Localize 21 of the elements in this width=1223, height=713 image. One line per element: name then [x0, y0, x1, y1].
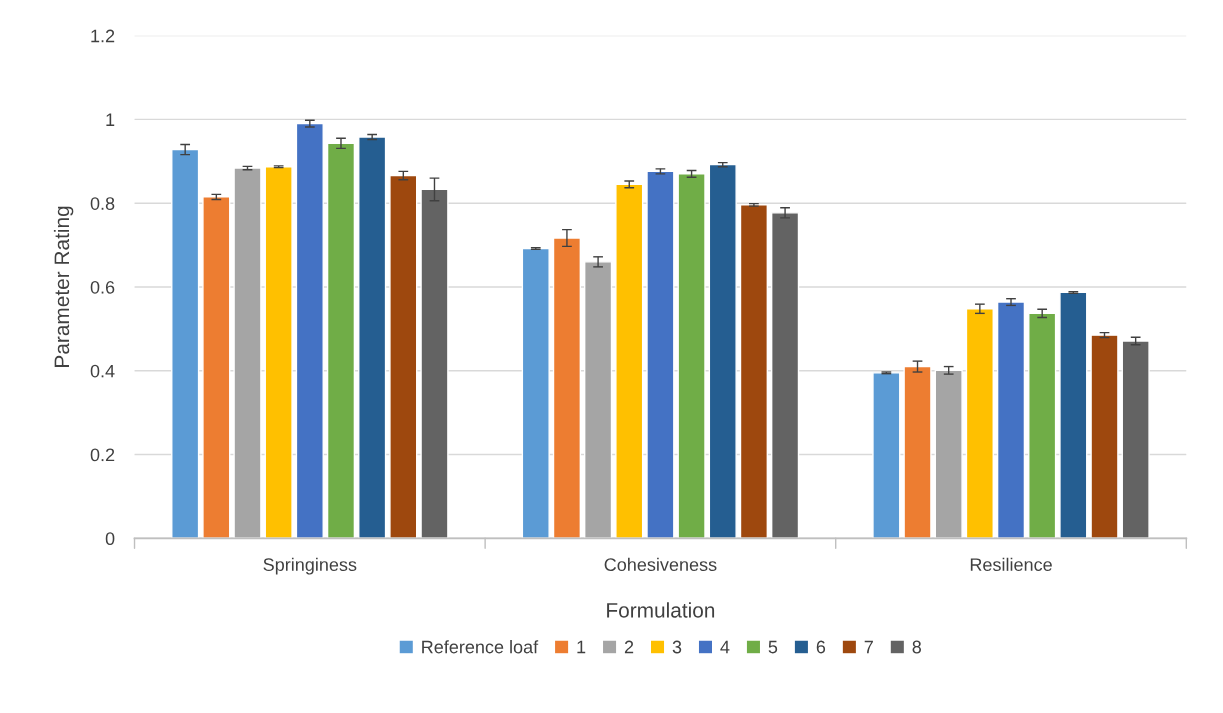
legend-label: 6 [816, 640, 826, 654]
legend-label: Reference loaf [422, 640, 539, 654]
legend-label: 7 [864, 640, 873, 654]
legend-label: 4 [720, 640, 730, 654]
y-tick-label: 1 [106, 113, 115, 126]
x-tick-label: Springiness [263, 557, 357, 575]
y-tick-label: 0 [105, 532, 115, 546]
legend-label: 8 [912, 640, 922, 654]
y-tick-label: 0.2 [90, 448, 115, 462]
y-tick-label: 0.6 [90, 280, 115, 294]
x-tick-label: Cohesiveness [604, 557, 717, 572]
y-axis-title: Parameter Rating [53, 206, 74, 367]
legend-label: 2 [624, 640, 634, 654]
legend-label: 1 [577, 640, 586, 654]
legend-label: 3 [672, 640, 682, 654]
y-tick-label: 0.8 [90, 197, 115, 210]
legend-label: 5 [768, 640, 778, 654]
x-axis-title: Formulation [607, 602, 715, 618]
x-tick-label: Resilience [970, 557, 1052, 572]
y-tick-label: 1.2 [91, 29, 115, 43]
y-tick-label: 0.4 [90, 364, 115, 378]
